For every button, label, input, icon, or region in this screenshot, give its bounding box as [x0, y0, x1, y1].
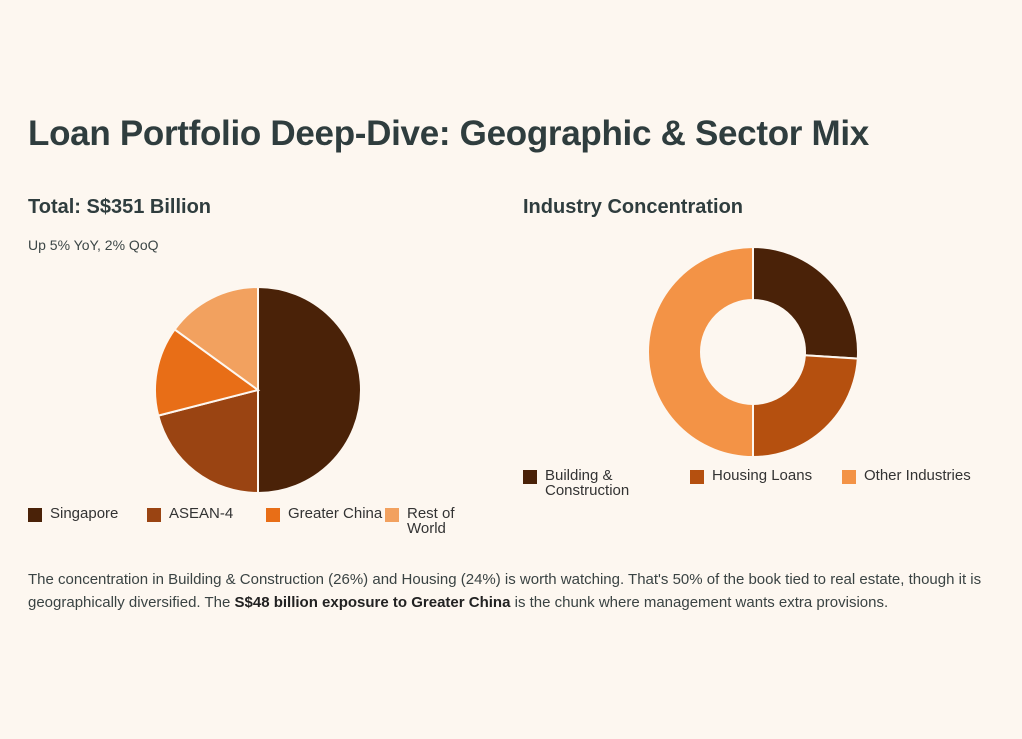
geographic-legend-item-greater-china: Greater China: [266, 506, 385, 536]
industry-slice-building-construction: [752, 245, 859, 360]
geographic-legend-item-singapore: Singapore: [28, 506, 147, 536]
geographic-legend-swatch: [385, 508, 399, 522]
geographic-legend-label: Singapore: [50, 505, 119, 522]
geographic-slice-rest-of-world: [173, 285, 259, 392]
industry-legend-item-building-construction: Building & Construction: [523, 468, 690, 498]
industry-legend-item-housing-loans: Housing Loans: [690, 468, 842, 498]
industry-slice-other-industries: [647, 245, 754, 459]
geographic-legend-label: Rest of World: [407, 505, 455, 537]
geographic-legend-swatch: [266, 508, 280, 522]
footnote-highlight: S$48 billion exposure to Greater China: [234, 594, 511, 611]
geographic-chart-title: Total: S$351 Billion: [28, 196, 211, 218]
industry-legend-label: Other Industries: [864, 467, 971, 484]
geographic-legend-item-rest-of-world: Rest of World: [385, 506, 485, 536]
footnote-text-after: is the chunk where management wants extr…: [510, 594, 889, 611]
industry-legend-label: Housing Loans: [712, 467, 813, 484]
industry-slice-housing-loans: [752, 354, 859, 459]
geographic-slice-singapore: [257, 285, 362, 495]
analysis-footnote: The concentration in Building & Construc…: [28, 568, 988, 614]
geographic-slice-asean-4: [157, 388, 259, 495]
industry-legend-swatch: [842, 470, 856, 484]
geographic-legend: Singapore ASEAN-4 Greater China Rest of Wor…: [28, 506, 485, 536]
industry-legend-label: Building & Construction: [545, 467, 630, 499]
geographic-pie-chart: [154, 285, 362, 495]
geographic-legend-swatch: [28, 508, 42, 522]
geographic-legend-label: Greater China: [288, 505, 383, 522]
industry-legend-swatch: [523, 470, 537, 484]
geographic-chart-panel: Total: S$351 Billion Up 5% YoY, 2% QoQ: [28, 196, 488, 253]
geographic-legend-label: ASEAN-4: [169, 505, 234, 522]
geographic-legend-swatch: [147, 508, 161, 522]
geographic-legend-item-asean-4: ASEAN-4: [147, 506, 266, 536]
industry-donut-chart: [647, 245, 859, 459]
industry-chart-title: Industry Concentration: [523, 196, 744, 218]
geographic-slice-greater-china: [154, 328, 261, 417]
industry-chart-panel: Industry Concentration: [523, 196, 1003, 219]
page-title: Loan Portfolio Deep-Dive: Geographic & S…: [28, 114, 869, 153]
industry-legend-swatch: [690, 470, 704, 484]
footnote-text-before: The concentration in Building & Construc…: [28, 571, 982, 611]
industry-legend-item-other-industries: Other Industries: [842, 468, 1002, 498]
industry-legend: Building & Construction Housing Loans Othe…: [523, 468, 1002, 498]
geographic-chart-subtitle: Up 5% YoY, 2% QoQ: [28, 237, 159, 253]
